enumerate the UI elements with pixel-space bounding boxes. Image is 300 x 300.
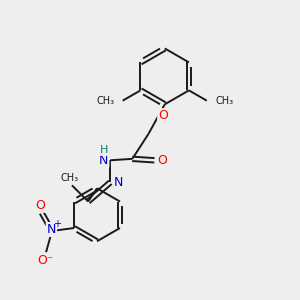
Text: H: H xyxy=(100,145,108,155)
Text: N: N xyxy=(47,223,56,236)
Text: N: N xyxy=(99,154,109,167)
Text: CH₃: CH₃ xyxy=(96,96,114,106)
Text: O: O xyxy=(158,154,168,167)
Text: +: + xyxy=(53,220,61,230)
Text: O: O xyxy=(35,199,45,212)
Text: O: O xyxy=(158,109,168,122)
Text: CH₃: CH₃ xyxy=(61,173,79,183)
Text: CH₃: CH₃ xyxy=(215,96,233,106)
Text: N: N xyxy=(114,176,123,189)
Text: O⁻: O⁻ xyxy=(37,254,54,267)
